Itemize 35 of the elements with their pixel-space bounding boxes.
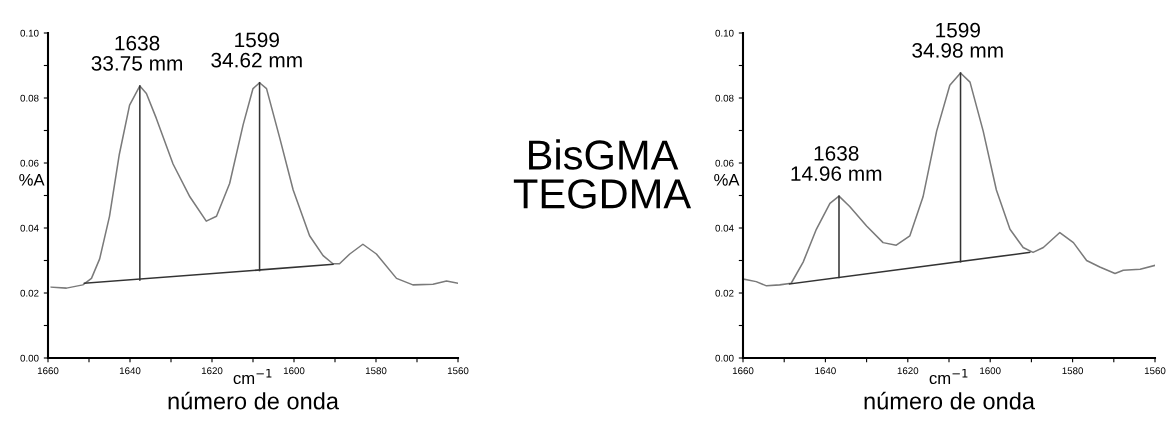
y-tick-label: 0.10 [715,29,734,37]
y-tick-label: 0.04 [715,224,734,232]
y-axis-title: %A [19,173,45,186]
annotation: 1638 33.75 mm [91,35,183,71]
y-tick-label: 0.08 [20,94,39,102]
x-tick-label: 1600 [283,367,305,375]
y-tick-label: 0.02 [20,289,39,297]
x-tick-label: 1640 [119,367,141,375]
y-tick-label: 0.04 [20,224,39,232]
y-tick-label: 0.06 [715,159,734,167]
x-tick-label: 1560 [1144,367,1166,375]
x-axis-title: cm$^{−1}$ [233,369,272,385]
y-tick-label: 0.08 [715,94,734,102]
annotation: 1599 34.98 mm [912,22,1003,58]
x-tick-label: 1580 [1062,367,1084,375]
x-tick-label: 1620 [201,367,223,375]
annotation: 1599 34.62 mm [211,32,302,68]
x-tick-label: 1600 [980,367,1001,375]
x-tick-label: 1560 [447,367,469,375]
text: número de onda [168,391,339,410]
x-tick-label: 1620 [897,367,919,375]
y-tick-label: 0.10 [20,29,39,37]
x-tick-label: 1580 [365,367,387,375]
x-axis-title: cm$^{−1}$ [929,369,968,385]
y-tick-label: 0.06 [20,159,39,167]
y-tick-label: 0.00 [20,354,39,362]
annotation: 1638 14.96 mm [791,145,882,181]
text: número de onda [864,391,1035,410]
text: BisGMA TEGDMA [513,139,692,209]
y-tick-label: 0.00 [715,354,734,362]
x-tick-label: 1660 [732,367,754,375]
y-axis-title: %A [714,173,740,186]
x-tick-label: 1660 [37,367,59,375]
x-tick-label: 1640 [815,367,836,375]
y-tick-label: 0.02 [715,289,734,297]
